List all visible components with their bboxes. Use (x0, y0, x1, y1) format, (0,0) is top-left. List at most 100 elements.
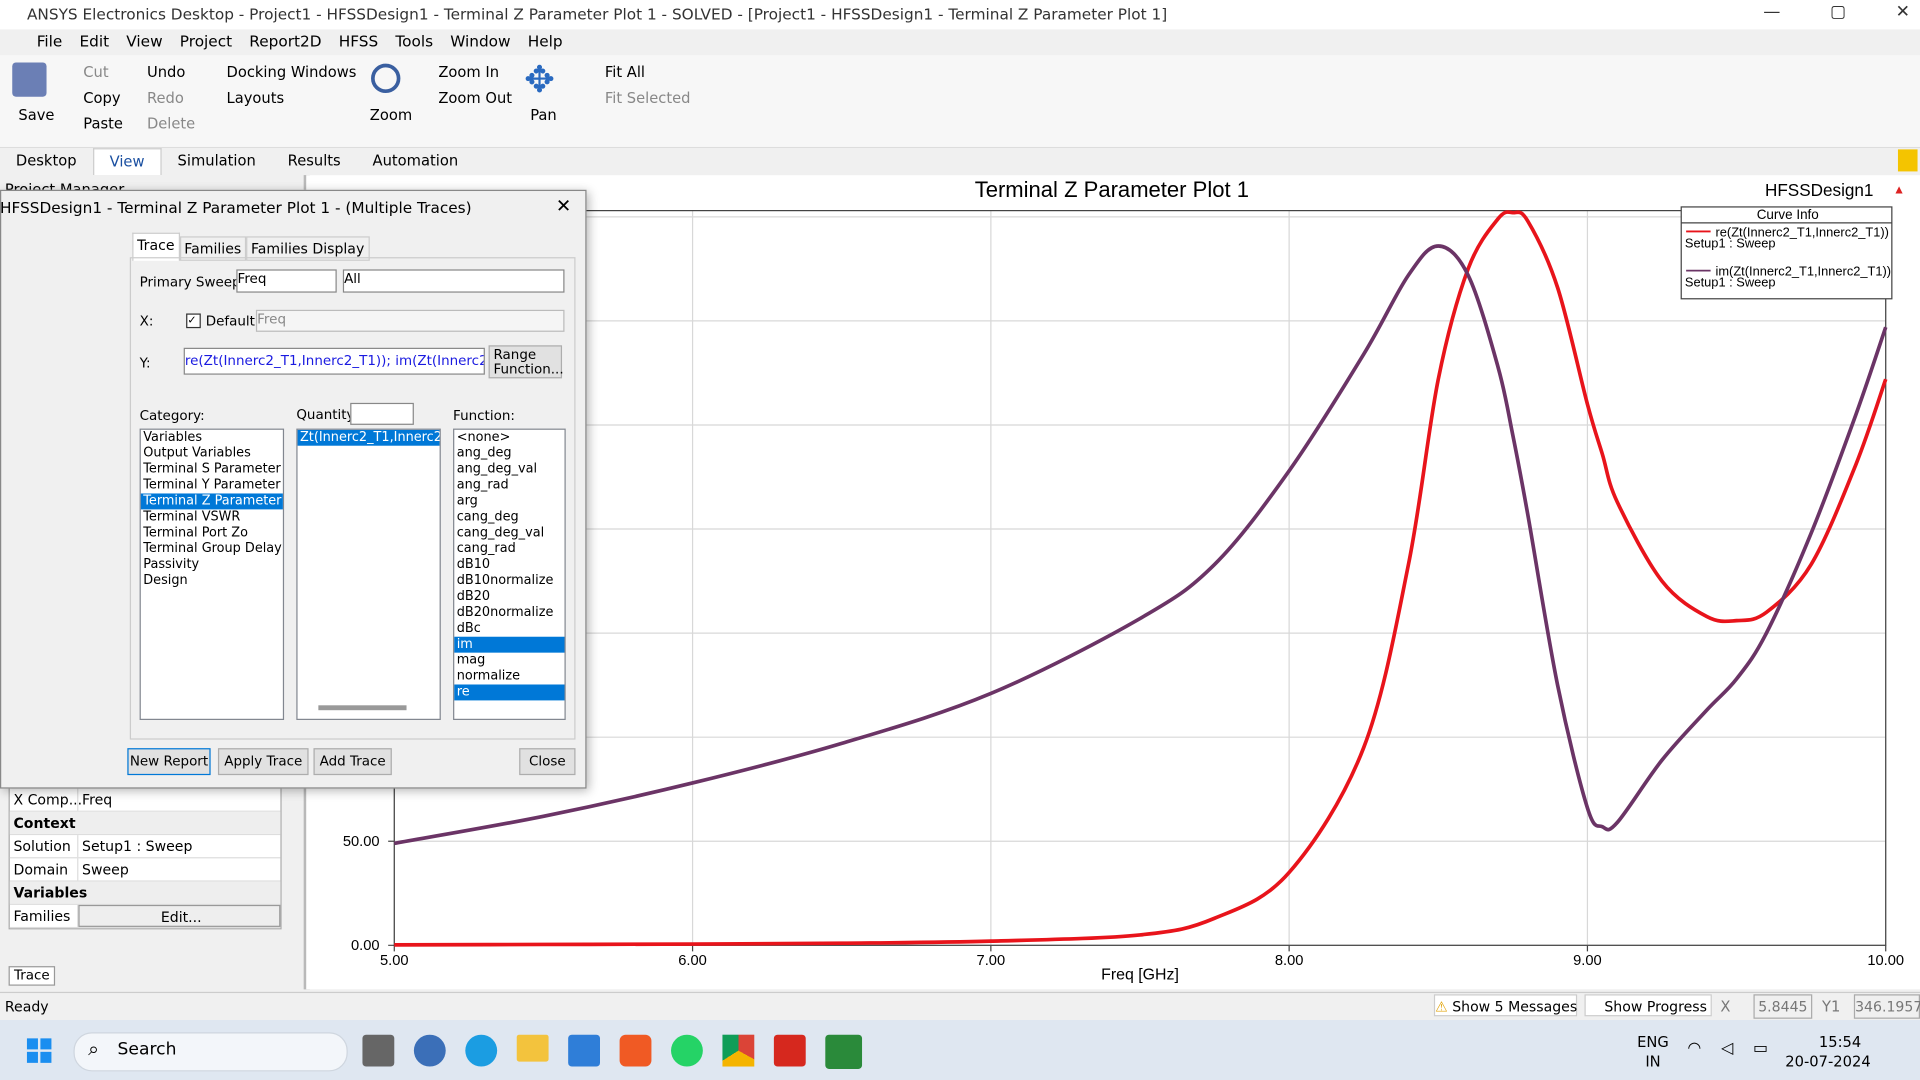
app[interactable] (465, 1034, 498, 1067)
quantity-combo[interactable] (350, 402, 414, 425)
dialog-close[interactable]: ✕ (555, 194, 572, 217)
menu-item[interactable]: Window (450, 31, 511, 51)
start[interactable] (26, 1038, 52, 1063)
cut[interactable]: Cut (83, 63, 109, 81)
save[interactable]: Save (18, 106, 55, 124)
status-ready: Ready (4, 997, 49, 1016)
dialog-tab[interactable]: Trace (132, 232, 180, 261)
category-item[interactable]: Output Variables (143, 445, 251, 461)
pan-icon[interactable]: ✥ (524, 58, 555, 102)
dialog-tab[interactable]: Families Display (246, 236, 370, 261)
save-icon[interactable] (12, 62, 47, 97)
function-item[interactable]: arg (456, 493, 478, 509)
ribbon-tab[interactable]: Desktop (15, 151, 77, 169)
category-list[interactable]: Variables Output Variables Terminal S Para… (139, 428, 285, 721)
function-item[interactable]: ang_rad (456, 477, 509, 493)
dialog-button[interactable]: Apply Trace (217, 748, 309, 776)
range-function-btn[interactable]: Range Function... (488, 345, 564, 379)
function-item[interactable]: normalize (456, 668, 521, 684)
dialog-tab[interactable]: Families (179, 236, 247, 261)
function-item[interactable]: cang_rad (456, 541, 516, 556)
dialog-button[interactable]: Close (519, 748, 576, 776)
tray-icons[interactable]: ◠ ◁ ▭ (1687, 1039, 1776, 1058)
tab-frame (129, 257, 576, 740)
layouts[interactable]: Layouts (226, 89, 285, 107)
category-item[interactable]: Terminal Z Parameter (140, 493, 283, 510)
function-item[interactable]: re (454, 684, 565, 701)
scrollbar[interactable] (318, 705, 407, 711)
function-item[interactable]: cang_deg_val (456, 525, 545, 541)
app[interactable] (773, 1034, 806, 1067)
function-item[interactable]: cang_deg (456, 509, 519, 525)
app[interactable] (568, 1034, 601, 1067)
function-item[interactable]: im (454, 636, 565, 653)
category-item[interactable]: Terminal VSWR (143, 509, 241, 525)
menu-item[interactable]: Edit (79, 31, 110, 51)
menu-item[interactable]: View (126, 31, 163, 51)
delete[interactable]: Delete (146, 115, 196, 133)
primary-sweep[interactable]: Freq (236, 269, 337, 293)
ribbon-tab[interactable]: Automation (372, 151, 459, 169)
paste[interactable]: Paste (83, 115, 123, 133)
menu-item[interactable]: Help (527, 31, 563, 51)
function-item[interactable]: ang_deg (456, 445, 512, 461)
category-item[interactable]: Passivity (143, 557, 200, 572)
pan[interactable]: Pan (530, 106, 557, 124)
redo[interactable]: Redo (146, 89, 184, 107)
function-item[interactable]: ang_deg_val (456, 461, 538, 477)
function-item[interactable]: dB20normalize (456, 604, 554, 620)
function-item[interactable]: dB20 (456, 588, 491, 604)
function-item[interactable]: dBc (456, 620, 481, 636)
category-item[interactable]: Terminal Group Delay (143, 541, 282, 556)
function-item[interactable]: dB10normalize (456, 573, 554, 588)
function-item[interactable]: dB10 (456, 557, 491, 572)
show-progress[interactable]: Show Progress (1584, 994, 1712, 1017)
function-item[interactable]: mag (456, 652, 486, 668)
show-messages[interactable]: ⚠ Show 5 Messages (1433, 994, 1577, 1017)
app[interactable] (413, 1034, 446, 1067)
trace-tab[interactable]: Trace (8, 966, 56, 986)
app[interactable] (722, 1034, 755, 1067)
ribbon-tab[interactable]: View (92, 148, 162, 176)
function-list[interactable]: <none> ang_deg ang_deg_val ang_rad arg cang_d… (453, 428, 566, 721)
window-controls[interactable]: — ▢ ✕ (1763, 2, 1911, 23)
language[interactable]: ENG IN (1637, 1032, 1669, 1071)
category-item[interactable]: Terminal Port Zo (143, 525, 248, 541)
sweep-values[interactable]: All (342, 269, 565, 293)
y-value[interactable]: re(Zt(Innerc2_T1,Innerc2_T1)); im(Zt(Inn… (183, 347, 485, 375)
zoom-icon[interactable] (371, 63, 401, 94)
dialog-button[interactable]: Add Trace (313, 748, 392, 776)
x-coord-label: X (1720, 997, 1731, 1016)
category-item[interactable]: Design (143, 573, 188, 588)
quantity-list[interactable]: Zt(Innerc2_T1,Innerc2_T1) (296, 428, 441, 721)
menu-item[interactable]: Report2D (249, 31, 322, 51)
fit-selected[interactable]: Fit Selected (604, 89, 691, 107)
docking-windows[interactable]: Docking Windows (226, 63, 357, 81)
app[interactable] (671, 1034, 703, 1067)
search-box[interactable] (73, 1032, 348, 1072)
zoom[interactable]: Zoom (369, 106, 413, 124)
clock[interactable]: 15:54 20-07-2024 (1785, 1032, 1870, 1071)
zoom-out[interactable]: Zoom Out (438, 89, 513, 107)
fit-all[interactable]: Fit All (604, 63, 646, 81)
ribbon-tab[interactable]: Results (287, 151, 341, 169)
menu-item[interactable]: Tools (395, 31, 434, 51)
copy[interactable]: Copy (83, 89, 121, 107)
ribbon-tab[interactable]: Simulation (177, 151, 256, 169)
undo[interactable]: Undo (146, 63, 186, 81)
app[interactable] (619, 1034, 652, 1067)
app[interactable] (825, 1034, 863, 1069)
function-item[interactable]: <none> (456, 429, 511, 445)
app[interactable] (516, 1034, 549, 1062)
default-checkbox[interactable]: ✓ (186, 313, 201, 329)
category-item[interactable]: Terminal S Parameter (143, 461, 281, 477)
category-item[interactable]: Variables (143, 429, 203, 445)
dialog-button[interactable]: New Report (127, 748, 211, 776)
zoom-in[interactable]: Zoom In (438, 63, 500, 81)
quantity-item[interactable]: Zt(Innerc2_T1,Innerc2_T1) (297, 429, 440, 446)
menu-item[interactable]: File (36, 31, 63, 51)
menu-item[interactable]: HFSS (338, 31, 379, 51)
category-item[interactable]: Terminal Y Parameter (143, 477, 281, 493)
app[interactable] (362, 1034, 395, 1067)
menu-item[interactable]: Project (179, 31, 233, 51)
